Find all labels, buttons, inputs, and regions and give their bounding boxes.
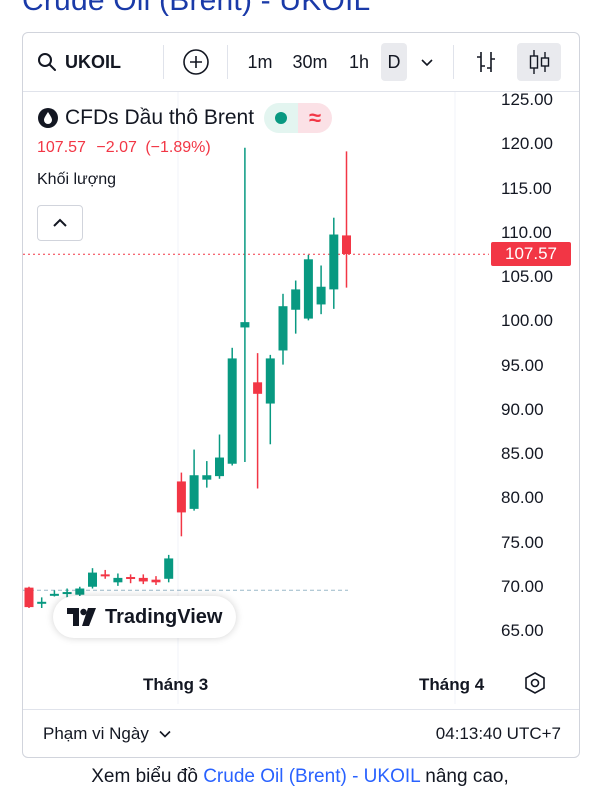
- collapse-legend-button[interactable]: [37, 205, 83, 241]
- market-status-dot-icon: [275, 112, 288, 124]
- symbol-search-button[interactable]: UKOIL: [37, 33, 121, 91]
- candle-body: [265, 358, 275, 404]
- add-symbol-icon: [183, 49, 209, 75]
- candle-body: [49, 593, 59, 596]
- candle-body: [227, 358, 237, 464]
- current-price-tag: 107.57: [491, 242, 571, 267]
- market-open-indicator: [264, 103, 299, 133]
- price-axis-label: 90.00: [501, 399, 544, 419]
- timeframe-d[interactable]: D: [381, 43, 407, 81]
- candle-body: [151, 579, 161, 583]
- candle-body: [164, 558, 174, 579]
- candle-body: [189, 475, 199, 509]
- price-axis-label: 110.00: [501, 222, 552, 242]
- date-range-select[interactable]: Phạm vi Ngày: [43, 710, 171, 757]
- tradingview-mark-icon: [67, 608, 96, 626]
- date-range-label: Phạm vi Ngày: [43, 724, 149, 743]
- chart-toolbar: UKOIL 1m 30m 1h D: [23, 33, 579, 92]
- chevron-down-icon: [159, 730, 171, 738]
- chevron-down-icon: [421, 59, 433, 67]
- chart-plot-area[interactable]: [23, 92, 579, 757]
- cfd-wave-icon: ≈: [298, 103, 333, 133]
- market-status-pill[interactable]: ≈: [264, 103, 333, 133]
- candle-body: [24, 587, 34, 608]
- timeframe-1m[interactable]: 1m: [247, 51, 273, 72]
- toolbar-divider: [453, 45, 454, 79]
- price-axis-label: 100.00: [501, 311, 553, 331]
- timeframe-1h[interactable]: 1h: [348, 51, 370, 72]
- candle-body: [202, 475, 212, 480]
- chart-type-button[interactable]: [517, 43, 561, 81]
- price-change-percent: (−1.89%): [145, 139, 211, 156]
- candle-body: [37, 601, 47, 604]
- candle-body: [316, 286, 326, 305]
- last-price: 107.57: [37, 139, 86, 156]
- candle-body: [240, 322, 250, 328]
- candle-body: [342, 235, 351, 254]
- tradingview-logo-text: TradingView: [105, 605, 223, 628]
- timeframe-dropdown[interactable]: [415, 33, 439, 91]
- search-icon: [38, 53, 56, 71]
- candle-body: [176, 481, 186, 513]
- symbol-label: UKOIL: [65, 51, 121, 72]
- candlestick-chart[interactable]: [23, 92, 579, 757]
- volume-indicator-label[interactable]: Khối lượng: [37, 171, 117, 188]
- candle-body: [253, 382, 263, 394]
- oil-drop-icon: [38, 108, 58, 128]
- price-axis-label: 75.00: [501, 532, 544, 552]
- price-axis-label: 80.00: [501, 488, 544, 508]
- time-label-april: Tháng 4: [419, 675, 485, 694]
- tradingview-logo[interactable]: TradingView: [53, 596, 237, 638]
- time-label-march: Tháng 3: [143, 675, 209, 694]
- chart-footer: Phạm vi Ngày 04:13:40 UTC+7: [23, 709, 579, 757]
- candle-body: [329, 234, 339, 290]
- candle-body: [100, 574, 110, 577]
- chart-settings-button[interactable]: [521, 669, 549, 697]
- indicators-button[interactable]: [471, 33, 501, 91]
- indicators-icon: [477, 52, 495, 72]
- price-axis-label: 125.00: [501, 90, 553, 109]
- price-axis-label: 85.00: [501, 444, 544, 463]
- promo-symbol-link[interactable]: Crude Oil (Brent) - UKOIL: [203, 766, 420, 787]
- price-axis-label: 105.00: [501, 267, 553, 286]
- candle-body: [138, 577, 148, 582]
- candles-icon: [529, 50, 550, 74]
- candle-body: [75, 588, 85, 595]
- chevron-up-icon: [53, 218, 67, 227]
- legend-price-values: 107.57 −2.07 (−1.89%): [37, 139, 211, 157]
- toolbar-divider: [163, 45, 164, 79]
- instrument-name: CFDs Dầu thô Brent: [65, 106, 255, 129]
- price-change: −2.07: [96, 139, 137, 156]
- advanced-chart-promo: Xem biểu đồ Crude Oil (Brent) - UKOIL nâ…: [0, 766, 600, 788]
- toolbar-divider: [227, 45, 228, 79]
- promo-text-before: Xem biểu đồ: [91, 766, 204, 787]
- promo-text-after: nâng cao,: [420, 766, 509, 787]
- page-heading: Crude Oil (Brent) - UKOIL: [22, 0, 371, 17]
- candle-body: [291, 289, 301, 310]
- timeframe-30m[interactable]: 30m: [292, 51, 328, 72]
- candle-body: [303, 259, 313, 319]
- chart-widget: UKOIL 1m 30m 1h D: [22, 32, 580, 758]
- candle-body: [126, 577, 136, 580]
- timezone-clock[interactable]: 04:13:40 UTC+7: [435, 724, 561, 743]
- price-axis-label: 65.00: [501, 621, 544, 640]
- candle-body: [278, 306, 288, 351]
- candle-body: [88, 572, 97, 587]
- settings-hexagon-icon: [525, 672, 545, 694]
- candle-body: [113, 577, 123, 583]
- candle-body: [62, 592, 72, 595]
- price-axis-label: 120.00: [501, 134, 553, 154]
- chart-legend-title: CFDs Dầu thô Brent ≈: [37, 103, 333, 133]
- price-axis-label: 70.00: [501, 576, 544, 596]
- candle-body: [215, 457, 224, 477]
- add-symbol-button[interactable]: [180, 33, 212, 91]
- price-axis-label: 95.00: [501, 355, 544, 375]
- price-axis-label: 115.00: [501, 178, 552, 198]
